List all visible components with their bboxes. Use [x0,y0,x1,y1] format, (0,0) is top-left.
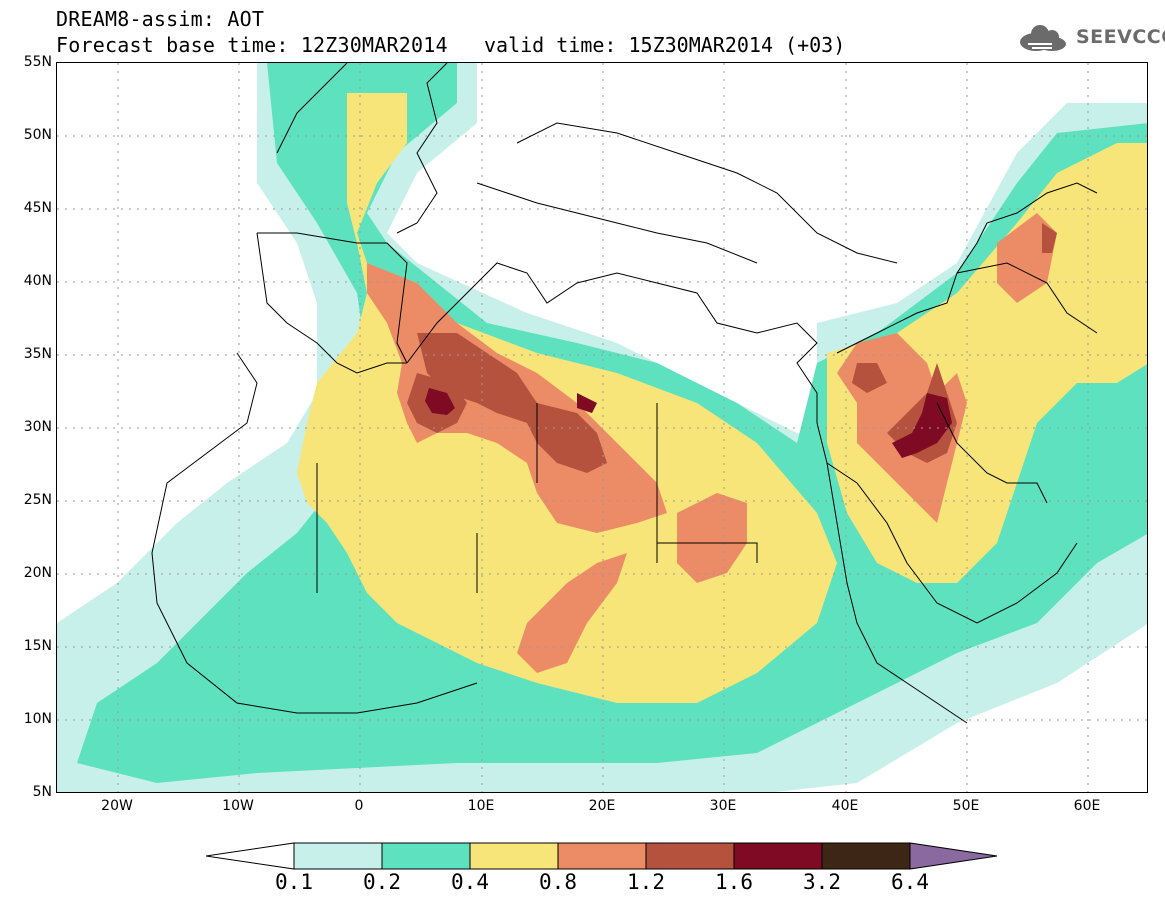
colorbar-segment [469,842,559,870]
lon-label: 40E [831,798,859,814]
lat-label: 25N [23,492,52,508]
colorbar-label: 1.6 [715,870,753,894]
lon-label: 60E [1073,798,1101,814]
title-line2: Forecast base time: 12Z30MAR2014 [56,33,448,57]
colorbar [206,842,998,870]
colorbar-label: 0.4 [451,870,489,894]
lat-label: 10N [23,711,52,727]
colorbar-label: 3.2 [803,870,841,894]
lat-label: 30N [23,419,52,435]
map-panel [56,62,1148,793]
colorbar-label: 0.2 [363,870,401,894]
lon-label: 0 [354,798,364,814]
colorbar-segment [206,842,295,870]
colorbar-segment [821,842,911,870]
colorbar-segment [381,842,471,870]
colorbar-label: 0.8 [539,870,577,894]
logo-text: SEEVCCC [1076,26,1165,48]
colorbar-label: 6.4 [891,870,929,894]
colorbar-label: 0.1 [275,870,313,894]
lat-label: 40N [23,273,52,289]
lat-label: 50N [23,127,52,143]
lon-label: 50E [952,798,980,814]
lat-label: 5N [32,784,52,800]
cloud-icon [1020,25,1066,51]
lat-label: 55N [23,54,52,70]
lon-label: 10W [222,798,254,814]
lon-label: 10E [467,798,495,814]
lat-label: 45N [23,200,52,216]
valid-time: valid time: 15Z30MAR2014 (+03) [484,33,846,57]
lat-label: 35N [23,346,52,362]
colorbar-segment [293,842,383,870]
colorbar-segment [733,842,823,870]
colorbar-segment [909,842,998,870]
lon-label: 20E [588,798,616,814]
colorbar-segment [645,842,735,870]
aot-contour-1-6 [425,388,952,458]
aot-map [57,63,1147,792]
colorbar-segment [557,842,647,870]
lat-label: 15N [23,638,52,654]
coastlines [151,63,1098,724]
lon-label: 20W [101,798,133,814]
lon-label: 30E [709,798,737,814]
title-line1: DREAM8-assim: AOT [56,7,265,31]
lat-label: 20N [23,565,52,581]
colorbar-label: 1.2 [627,870,665,894]
